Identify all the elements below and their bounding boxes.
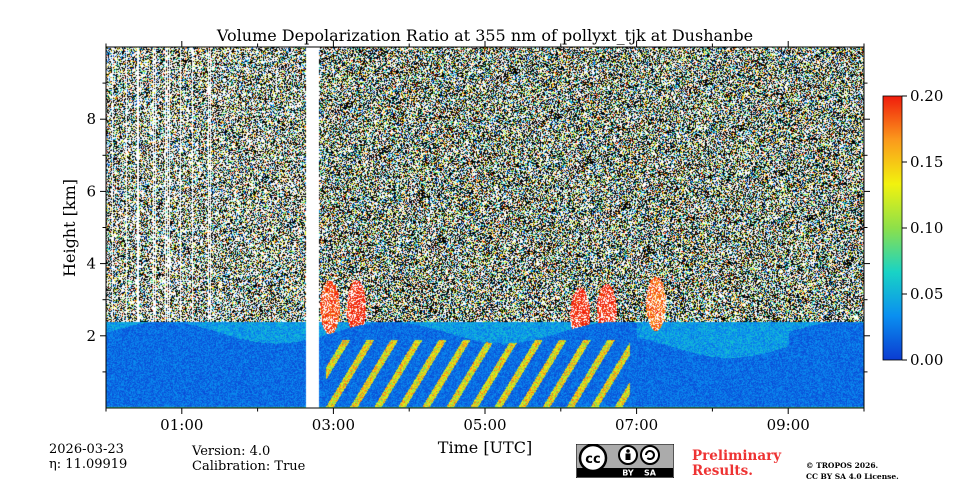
colorbar-tick-label: 0.05	[910, 285, 943, 303]
sa-text: SA	[644, 469, 657, 478]
sa-circle-icon	[640, 445, 660, 465]
colorbar	[882, 95, 903, 361]
x-tick-label: 07:00	[615, 416, 658, 434]
license-note: © TROPOS 2026. CC BY SA 4.0 License.	[806, 460, 899, 482]
chart-title: Volume Depolarization Ratio at 355 nm of…	[216, 26, 753, 45]
preliminary-line1: Preliminary	[692, 448, 782, 464]
y-axis: 2 4 6 8	[86, 82, 870, 373]
preliminary-line2: Results.	[692, 463, 753, 479]
y-tick-label: 6	[86, 182, 96, 200]
y-tick-label: 2	[86, 327, 96, 345]
date-label: 2026-03-23	[49, 442, 124, 457]
y-axis-label: Height [km]	[60, 179, 79, 277]
license-line1: © TROPOS 2026.	[806, 461, 879, 470]
depolarization-heatmap	[106, 47, 864, 408]
colorbar-tick-label: 0.10	[910, 219, 943, 237]
colorbar-tick-label: 0.20	[910, 87, 943, 105]
x-tick-label: 05:00	[463, 416, 506, 434]
cc-by-sa-logo: cc BY SA	[576, 444, 674, 478]
x-axis: 01:00 03:00 05:00 07:00 09:00	[105, 41, 865, 434]
x-tick-label: 03:00	[312, 416, 355, 434]
meta-right: Version: 4.0 Calibration: True	[192, 444, 305, 474]
by-text: BY	[622, 469, 634, 478]
x-tick-label: 01:00	[160, 416, 203, 434]
x-axis-label: Time [UTC]	[438, 438, 532, 457]
license-line2: CC BY SA 4.0 License.	[806, 472, 899, 481]
preliminary-results-note: Preliminary Results.	[692, 449, 781, 479]
x-tick-label: 09:00	[767, 416, 810, 434]
calibration-label: Calibration: True	[192, 459, 306, 474]
cc-icon	[578, 444, 608, 473]
eta-label: η: 11.09919	[49, 457, 128, 472]
cc-text: cc	[585, 452, 600, 467]
version-label: Version: 4.0	[192, 444, 271, 459]
colorbar-tick-label: 0.15	[910, 153, 943, 171]
meta-left: 2026-03-23 η: 11.09919	[49, 442, 127, 472]
colorbar-tick-label: 0.00	[910, 351, 943, 369]
y-tick-label: 8	[86, 110, 96, 128]
colorbar-ticks: 0.00 0.05 0.10 0.15 0.20	[902, 87, 943, 369]
y-tick-label: 4	[86, 255, 96, 273]
